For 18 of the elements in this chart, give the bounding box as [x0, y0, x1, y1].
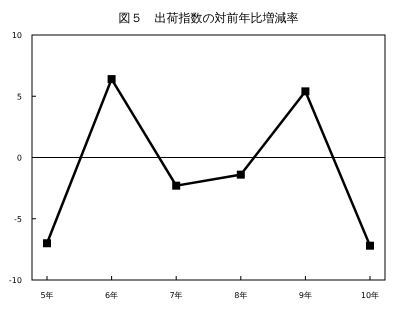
point	[43, 239, 51, 248]
y-tick-label: 5	[16, 92, 22, 102]
x-tick-label: 8年	[234, 291, 248, 300]
x-tick-label: 5年	[40, 291, 54, 300]
y-tick-label: 10	[12, 31, 22, 40]
y-tick-label: -5	[14, 214, 22, 224]
x-tick-label: 9年	[298, 291, 312, 300]
point	[366, 242, 374, 250]
y-tick-label: 0	[16, 154, 22, 162]
point	[301, 87, 310, 96]
point	[236, 170, 245, 179]
y-tick-label: -10	[8, 276, 22, 285]
x-tick-label: 7年	[170, 291, 183, 300]
chart-title: 図５ 出荷指数の対前年比増減率	[118, 11, 298, 25]
x-tick-label: 10年	[360, 291, 380, 300]
point	[172, 182, 180, 190]
x-tick-label: 6年	[105, 291, 118, 300]
point	[108, 75, 116, 84]
